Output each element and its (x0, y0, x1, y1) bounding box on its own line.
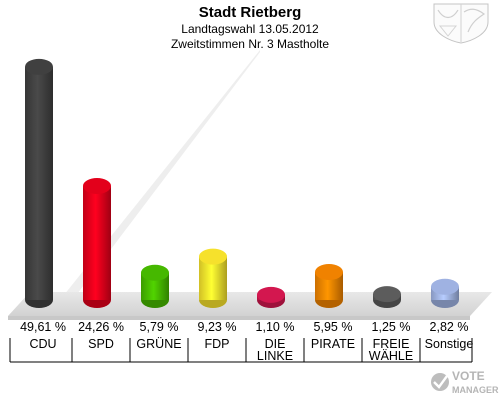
bar-cap-1 (25, 58, 53, 75)
bar-cap-5 (257, 286, 285, 303)
bar-2 (83, 177, 111, 308)
bar-3 (141, 264, 169, 308)
chart-floor-edge (8, 316, 470, 320)
chart-floor (8, 292, 492, 316)
bar-5 (257, 286, 285, 308)
bar-body-2 (83, 185, 111, 300)
value-label-1: 49,61 % (20, 320, 66, 334)
bar-7 (373, 286, 401, 308)
bar-cap-3 (141, 264, 169, 281)
bar-cap-8 (431, 278, 459, 295)
value-label-5: 1,10 % (256, 320, 295, 334)
bar-cap-2 (83, 177, 111, 194)
category-label-2: SPD (88, 337, 114, 351)
category-label-8: Sonstige (425, 337, 474, 351)
watermark-vote: VOTE (452, 369, 485, 383)
bar-cap-6 (315, 264, 343, 281)
nrw-crest-icon (433, 3, 489, 44)
chart-subtitle-district: Zweitstimmen Nr. 3 Mastholte (170, 37, 330, 51)
value-label-2: 24,26 % (78, 320, 124, 334)
value-label-6: 5,95 % (314, 320, 353, 334)
bar-6 (315, 264, 343, 308)
bar-body-1 (25, 66, 53, 300)
category-label-4: FDP (205, 337, 230, 351)
bar-1 (25, 58, 53, 308)
category-label-3: GRÜNE (136, 337, 181, 351)
chart-subtitle-election: Landtagswahl 13.05.2012 (181, 22, 319, 36)
value-label-7: 1,25 % (372, 320, 411, 334)
chart-title: Stadt Rietberg (198, 4, 302, 21)
category-label-7-line-2: WÄHLE (369, 349, 413, 363)
value-label-3: 5,79 % (140, 320, 179, 334)
vote-manager-logo-icon: VOTE MANAGER (431, 369, 499, 395)
bar-cap-4 (199, 248, 227, 265)
category-label-5-line-2: LINKE (257, 349, 293, 363)
category-label-6: PIRATE (311, 337, 355, 351)
bar-4 (199, 248, 227, 308)
value-label-8: 2,82 % (430, 320, 469, 334)
watermark-manager: MANAGER (452, 385, 499, 395)
category-label-7-line-1: FREIE (373, 337, 410, 351)
value-label-4: 9,23 % (198, 320, 237, 334)
bar-cap-7 (373, 286, 401, 303)
category-label-1: CDU (29, 337, 56, 351)
category-label-5-line-1: DIE (265, 337, 286, 351)
bar-8 (431, 278, 459, 308)
